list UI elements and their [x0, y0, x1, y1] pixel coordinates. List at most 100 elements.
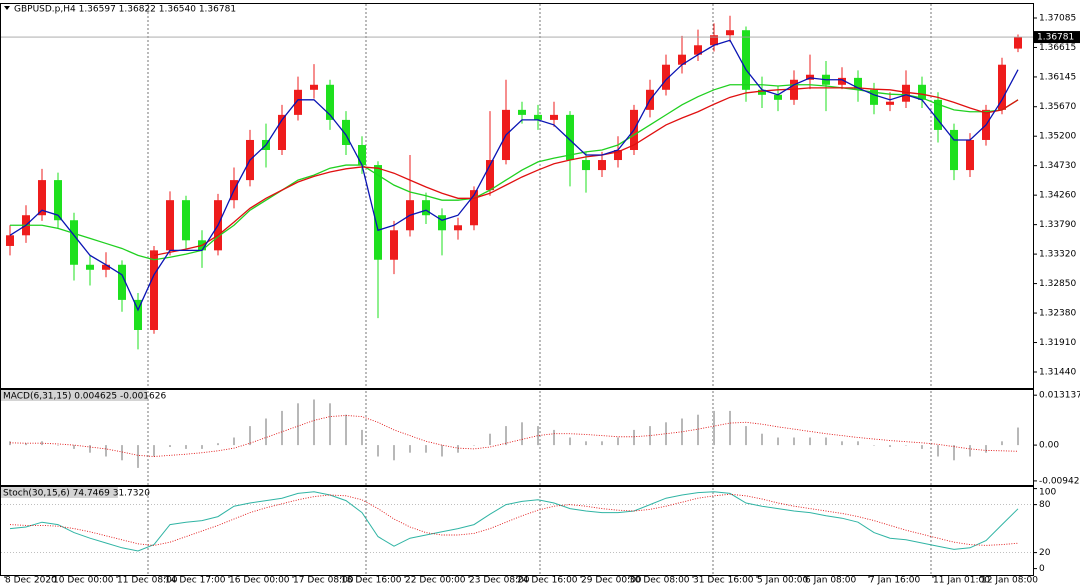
candle-body	[294, 89, 302, 115]
macd-bar	[425, 445, 427, 453]
x-tick-label: 31 Dec 16:00	[693, 576, 754, 585]
candle-body	[454, 225, 462, 231]
macd-bar	[121, 445, 123, 461]
stoch-signal	[9, 493, 1019, 546]
y-tick-label: 100	[1039, 488, 1056, 498]
y-tick-label: 1.32850	[1039, 279, 1076, 289]
macd-bar	[969, 445, 971, 457]
macd-bar	[297, 403, 299, 446]
macd-bar	[441, 445, 443, 457]
candle-body	[886, 101, 894, 105]
macd-bar	[761, 433, 763, 446]
candle-body	[902, 84, 910, 102]
macd-bar	[569, 437, 571, 446]
y-tick-label: 1.33320	[1039, 250, 1076, 260]
macd-bar	[841, 441, 843, 446]
symbol-menu-icon[interactable]	[4, 6, 10, 10]
candle-body	[342, 119, 350, 145]
macd-bar	[25, 443, 27, 446]
x-tick-label: 11 Jan 01:00	[933, 576, 990, 585]
macd-bar	[233, 437, 235, 446]
candle-body	[838, 77, 846, 85]
candle-body	[358, 144, 366, 166]
macd-bar	[217, 443, 219, 446]
candle-body	[54, 180, 62, 221]
x-tick-label: 11 Dec 08:00	[117, 576, 178, 585]
macd-bar	[825, 437, 827, 446]
candle-body	[678, 54, 686, 65]
y-tick-label: 1.36615	[1039, 43, 1076, 53]
candle-body	[310, 84, 318, 90]
x-tick-label: 23 Dec 08:00	[469, 576, 530, 585]
moving-average	[9, 39, 1019, 312]
macd-bar	[345, 414, 347, 446]
macd-bar	[169, 445, 171, 447]
macd-bar	[729, 410, 731, 446]
macd-bar	[489, 433, 491, 446]
candle-body	[470, 190, 478, 226]
macd-bar	[937, 445, 939, 457]
macd-bar	[537, 426, 539, 446]
macd-bar	[1001, 441, 1003, 446]
x-tick-label: 14 Dec 17:00	[165, 576, 226, 585]
candle-body	[118, 264, 126, 300]
candle-body	[422, 200, 430, 216]
x-tick-label: 24 Dec 16:00	[517, 576, 578, 585]
candle-body	[1014, 37, 1022, 49]
x-tick-label: 29 Dec 00:00	[581, 576, 642, 585]
candle-body	[374, 165, 382, 260]
candle-body	[918, 84, 926, 100]
macd-bar	[601, 441, 603, 446]
candle-body	[166, 200, 174, 251]
macd-bar	[617, 437, 619, 446]
macd-bar	[361, 429, 363, 446]
macd-bar	[393, 445, 395, 461]
candle-body	[6, 235, 14, 246]
macd-bar	[89, 445, 91, 453]
candle-body	[326, 84, 334, 120]
candle-body	[710, 35, 718, 46]
stoch-title: Stoch(30,15,6) 74.7469 31.7320	[3, 489, 150, 499]
y-tick-label: 0	[1039, 564, 1045, 574]
macd-bar	[1017, 427, 1019, 446]
macd-bar	[153, 445, 155, 457]
moving-average	[153, 87, 1019, 256]
x-tick-label: 22 Dec 00:00	[405, 576, 466, 585]
candle-body	[998, 64, 1006, 110]
candle-body	[150, 250, 158, 330]
macd-bar	[265, 418, 267, 446]
candle-body	[934, 99, 942, 130]
y-tick-label: 0.00	[1039, 441, 1059, 451]
macd-title-bg	[1, 390, 147, 401]
macd-bar	[873, 445, 875, 446]
candle-body	[694, 45, 702, 55]
macd-bar	[473, 445, 475, 446]
candle-body	[134, 299, 142, 330]
macd-title: MACD(6,31,15) 0.004625 -0.001626	[3, 392, 166, 402]
candle-body	[614, 150, 622, 161]
y-tick-label: 80	[1039, 500, 1051, 510]
candle-body	[950, 129, 958, 171]
candle-body	[870, 89, 878, 105]
candle-body	[86, 264, 94, 270]
macd-signal	[9, 415, 1019, 457]
last-price-box	[1034, 31, 1080, 44]
y-tick-label: 1.31440	[1039, 368, 1076, 378]
macd-bar	[697, 414, 699, 446]
x-tick-label: 7 Jan 16:00	[869, 576, 921, 585]
y-tick-label: 1.34260	[1039, 191, 1076, 201]
x-tick-label: 18 Dec 16:00	[341, 576, 402, 585]
x-tick-label: 17 Dec 08:00	[293, 576, 354, 585]
macd-bar	[409, 445, 411, 453]
macd-bar	[249, 426, 251, 446]
macd-bar	[553, 429, 555, 446]
main-title: GBPUSD.p,H4 1.36597 1.36822 1.36540 1.36…	[14, 5, 236, 15]
candle-body	[550, 114, 558, 120]
candle-body	[278, 114, 286, 151]
candle-body	[598, 160, 606, 171]
macd-bar	[137, 445, 139, 468]
stoch-main	[9, 491, 1019, 552]
macd-bar	[649, 426, 651, 446]
macd-bar	[377, 445, 379, 457]
